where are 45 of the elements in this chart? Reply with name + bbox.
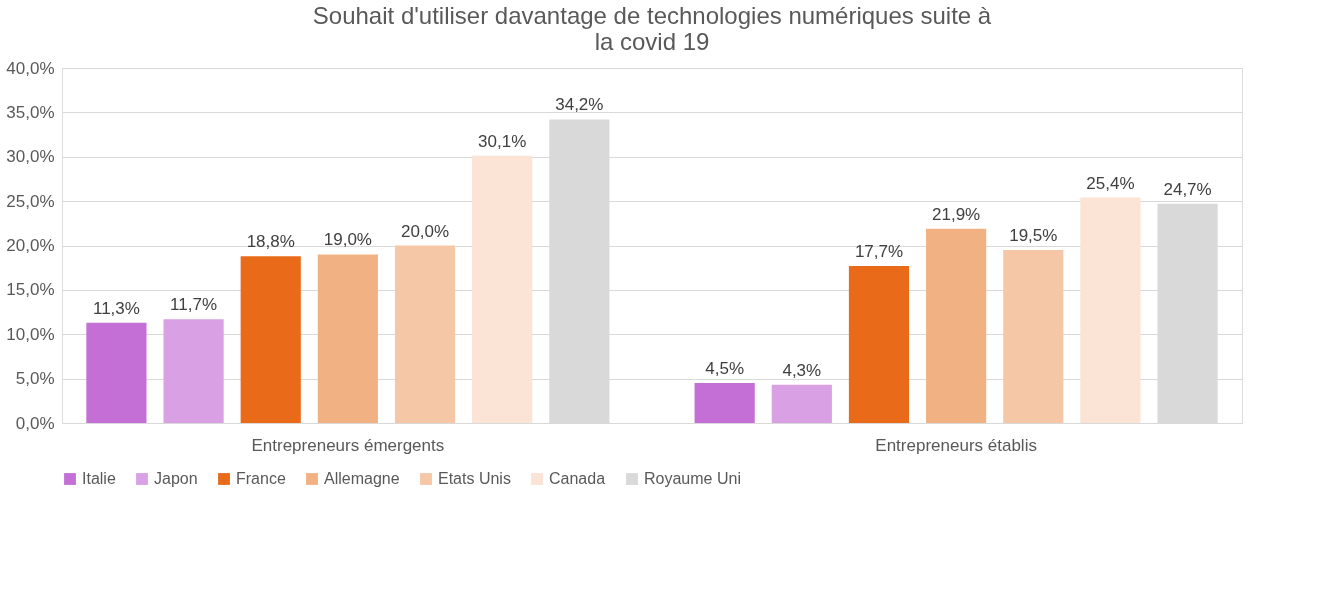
bar xyxy=(394,245,456,423)
bar xyxy=(86,322,147,423)
y-tick-label: 35,0% xyxy=(6,102,55,122)
data-label: 21,9% xyxy=(932,204,981,224)
legend-label: Canada xyxy=(549,470,606,487)
legend-label: Italie xyxy=(82,470,116,487)
bar xyxy=(317,254,378,423)
data-label: 24,7% xyxy=(1163,179,1212,199)
data-label: 4,5% xyxy=(705,359,745,379)
bar xyxy=(163,319,224,423)
data-label: 4,3% xyxy=(782,360,822,380)
x-tick-label: Entrepreneurs établis xyxy=(875,435,1037,455)
bar xyxy=(472,155,533,423)
y-tick-label: 15,0% xyxy=(6,280,55,300)
bar xyxy=(1080,197,1141,423)
y-tick-label: 5,0% xyxy=(15,369,55,389)
y-tick-label: 30,0% xyxy=(6,147,55,167)
y-tick-label: 10,0% xyxy=(6,324,55,344)
x-tick-label: Entrepreneurs émergents xyxy=(251,435,445,455)
data-label: 19,0% xyxy=(323,230,372,250)
data-label: 11,3% xyxy=(92,298,140,318)
bar xyxy=(1003,249,1064,423)
legend-label: France xyxy=(236,470,286,487)
bar xyxy=(240,256,301,423)
legend-label: Japon xyxy=(154,470,198,487)
bar xyxy=(694,383,755,423)
y-tick-label: 0,0% xyxy=(15,413,55,433)
legend-label: Allemagne xyxy=(324,470,400,487)
y-tick-label: 20,0% xyxy=(6,236,55,255)
bar xyxy=(771,384,832,423)
legend-label: Royaume Uni xyxy=(644,470,741,487)
data-label: 18,8% xyxy=(246,232,295,252)
bar xyxy=(848,265,910,423)
chart-title: Souhait d'utiliser davantage de technologies numériques suite à la covid 19 xyxy=(312,2,992,55)
data-label: 11,7% xyxy=(170,295,218,315)
data-label: 20,0% xyxy=(400,221,450,241)
legend-label: Etats Unis xyxy=(438,470,511,487)
data-label: 17,7% xyxy=(854,241,904,261)
bar xyxy=(926,228,987,423)
y-tick-label: 25,0% xyxy=(6,191,55,211)
data-label: 25,4% xyxy=(1086,173,1135,193)
data-label: 19,5% xyxy=(1009,225,1058,245)
y-tick-label: 40,0% xyxy=(6,58,55,78)
data-label: 30,1% xyxy=(478,131,527,151)
data-label: 34,2% xyxy=(555,95,604,115)
